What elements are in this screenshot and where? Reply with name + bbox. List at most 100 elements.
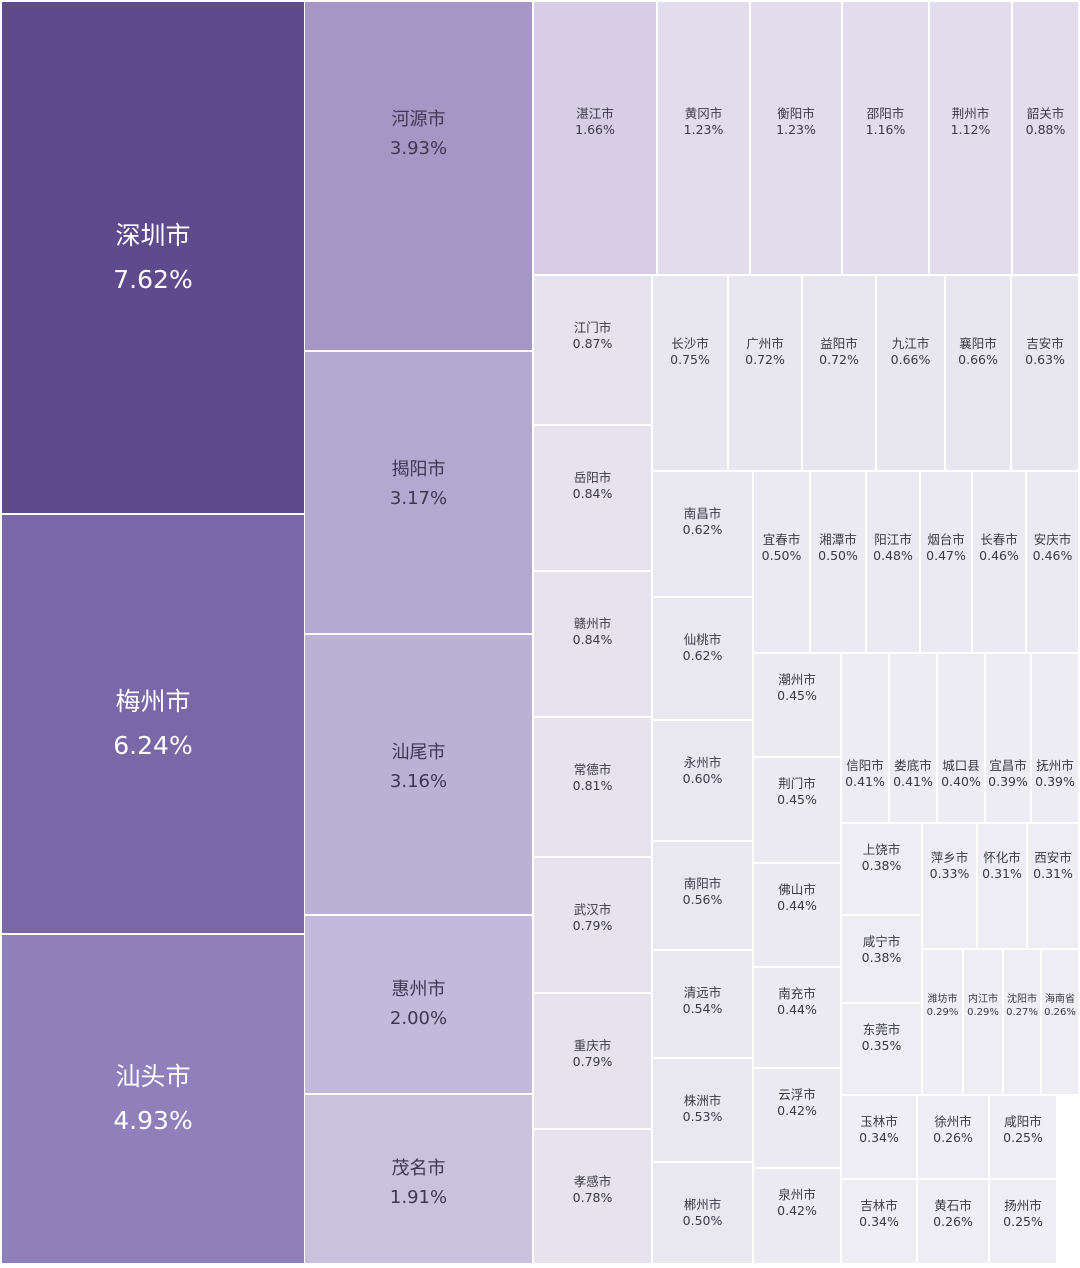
treemap-cell: 茂名市 1.91% (304, 1094, 533, 1264)
cell-label: 吉林市 (860, 1198, 898, 1213)
cell-value: 0.31% (1033, 865, 1073, 881)
cell-value: 1.12% (950, 121, 991, 137)
cell-label: 黄冈市 (684, 106, 723, 121)
treemap-cell: 梅州市 6.24% (1, 514, 305, 934)
cell-value: 0.79% (572, 1053, 613, 1069)
treemap-cell: 安庆市 0.46% (1026, 471, 1079, 653)
treemap-cell: 广州市 0.72% (728, 275, 802, 471)
cell-label: 广州市 (746, 336, 784, 351)
treemap-cell: 荆州市 1.12% (929, 1, 1012, 275)
cell-label: 泉州市 (778, 1187, 816, 1202)
treemap-cell: 南充市 0.44% (753, 967, 841, 1068)
cell-label: 内江市 (968, 994, 998, 1005)
cell-value: 1.23% (683, 121, 724, 137)
cell-value: 0.72% (745, 351, 785, 367)
cell-value: 3.17% (389, 487, 448, 509)
treemap-cell: 汕尾市 3.16% (304, 634, 533, 915)
cell-value: 0.50% (682, 1212, 723, 1228)
treemap-cell: 怀化市 0.31% (977, 823, 1027, 949)
treemap-cell: 阳江市 0.48% (866, 471, 920, 653)
cell-label: 安庆市 (1033, 532, 1072, 547)
cell-label: 永州市 (683, 755, 722, 770)
cell-label: 潍坊市 (927, 994, 958, 1005)
cell-value: 0.62% (682, 521, 723, 537)
treemap-cell: 长沙市 0.75% (652, 275, 728, 471)
cell-label: 潮州市 (778, 672, 816, 687)
treemap-cell: 佛山市 0.44% (753, 863, 841, 967)
treemap-cell: 潍坊市 0.29% (922, 949, 963, 1095)
cell-label: 东莞市 (862, 1022, 901, 1037)
cell-value: 0.31% (982, 865, 1022, 881)
cell-label: 海南省 (1045, 994, 1075, 1005)
cell-label: 衡阳市 (777, 106, 815, 121)
treemap-cell: 荆门市 0.45% (753, 757, 841, 863)
treemap-cell: 孝感市 0.78% (533, 1129, 652, 1264)
cell-label: 上饶市 (862, 842, 901, 857)
cell-value: 4.93% (113, 1106, 193, 1135)
cell-value: 0.53% (682, 1108, 723, 1124)
treemap-cell: 株洲市 0.53% (652, 1058, 753, 1162)
treemap-cell: 河源市 3.93% (304, 1, 533, 351)
treemap-cell: 九江市 0.66% (876, 275, 945, 471)
cell-value: 0.38% (861, 857, 902, 873)
treemap-cell: 重庆市 0.79% (533, 993, 652, 1129)
cell-label: 南阳市 (683, 876, 722, 891)
cell-value: 2.00% (389, 1007, 448, 1029)
cell-label: 咸阳市 (1004, 1114, 1042, 1129)
cell-value: 0.46% (979, 547, 1019, 563)
treemap-cell: 常德市 0.81% (533, 717, 652, 857)
cell-value: 3.16% (389, 770, 448, 792)
treemap-cell: 永州市 0.60% (652, 720, 753, 841)
treemap-cell: 惠州市 2.00% (304, 915, 533, 1094)
treemap-cell: 烟台市 0.47% (920, 471, 972, 653)
treemap-cell: 揭阳市 3.17% (304, 351, 533, 634)
cell-value: 0.75% (670, 351, 710, 367)
cell-label: 河源市 (391, 109, 446, 130)
treemap-cell: 深圳市 7.62% (1, 1, 305, 514)
cell-value: 0.29% (967, 1006, 999, 1018)
cell-label: 九江市 (891, 336, 930, 351)
cell-label: 仙桃市 (683, 632, 722, 647)
treemap-cell: 潮州市 0.45% (753, 653, 841, 757)
cell-value: 0.39% (1035, 773, 1075, 789)
cell-label: 赣州市 (573, 616, 612, 631)
treemap-cell: 武汉市 0.79% (533, 857, 652, 993)
cell-label: 阳江市 (874, 532, 912, 547)
treemap-cell: 襄阳市 0.66% (945, 275, 1011, 471)
cell-label: 咸宁市 (862, 934, 901, 949)
cell-label: 韶关市 (1026, 106, 1065, 121)
cell-label: 惠州市 (391, 979, 446, 1000)
cell-label: 南昌市 (683, 506, 722, 521)
cell-label: 玉林市 (860, 1114, 898, 1129)
treemap-cell: 岳阳市 0.84% (533, 425, 652, 571)
cell-value: 0.44% (777, 1001, 817, 1017)
cell-value: 1.66% (575, 121, 615, 137)
cell-value: 0.46% (1032, 547, 1073, 563)
cell-value: 0.45% (777, 791, 817, 807)
cell-label: 宜昌市 (989, 758, 1027, 773)
cell-value: 0.78% (572, 1189, 613, 1205)
cell-value: 0.66% (958, 351, 998, 367)
treemap-cell: 娄底市 0.41% (889, 653, 937, 823)
cell-label: 邵阳市 (866, 106, 905, 121)
cell-value: 0.26% (1044, 1006, 1076, 1018)
treemap-cell: 益阳市 0.72% (802, 275, 876, 471)
treemap-cell: 抚州市 0.39% (1031, 653, 1079, 823)
cell-label: 襄阳市 (959, 336, 997, 351)
cell-label: 宜春市 (762, 532, 801, 547)
treemap-cell: 吉林市 0.34% (841, 1179, 917, 1264)
cell-value: 0.87% (572, 335, 613, 351)
cell-value: 0.84% (572, 485, 613, 501)
cell-label: 湛江市 (576, 106, 614, 121)
cell-value: 0.42% (777, 1102, 817, 1118)
cell-label: 城口县 (942, 758, 980, 773)
cell-label: 武汉市 (573, 902, 612, 917)
cell-value: 0.50% (818, 547, 858, 563)
treemap-cell: 宜春市 0.50% (753, 471, 810, 653)
cell-value: 0.40% (941, 773, 981, 789)
cell-label: 烟台市 (927, 532, 965, 547)
cell-value: 1.16% (865, 121, 906, 137)
treemap-cell: 邵阳市 1.16% (842, 1, 929, 275)
cell-value: 0.45% (777, 687, 817, 703)
